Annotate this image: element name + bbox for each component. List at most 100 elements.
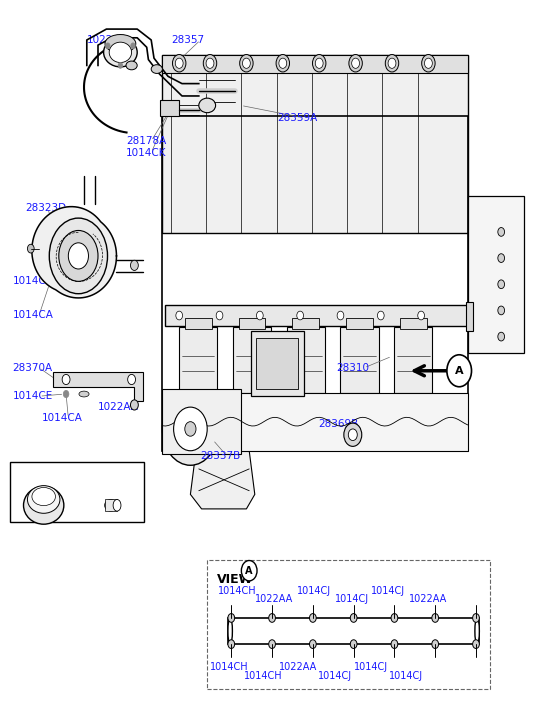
Circle shape — [216, 311, 223, 320]
Circle shape — [240, 55, 253, 72]
Text: 28161: 28161 — [83, 484, 116, 494]
Ellipse shape — [199, 98, 216, 113]
Bar — [292, 318, 319, 329]
Circle shape — [377, 311, 384, 320]
Circle shape — [297, 311, 304, 320]
Circle shape — [348, 429, 357, 441]
Circle shape — [432, 614, 438, 622]
Circle shape — [391, 614, 398, 622]
Circle shape — [228, 640, 235, 648]
Circle shape — [241, 561, 257, 581]
Bar — [160, 100, 179, 116]
Text: 1014CJ: 1014CJ — [371, 586, 405, 596]
Bar — [400, 318, 427, 329]
Ellipse shape — [113, 499, 121, 511]
Text: 1022AA: 1022AA — [255, 594, 293, 604]
Circle shape — [206, 58, 214, 68]
Circle shape — [131, 43, 136, 49]
Circle shape — [105, 43, 110, 49]
Text: 28359A: 28359A — [277, 113, 318, 123]
Circle shape — [49, 218, 108, 294]
Text: 1014CJ: 1014CJ — [354, 662, 388, 672]
Circle shape — [391, 640, 398, 648]
Circle shape — [473, 640, 479, 648]
Bar — [162, 116, 468, 451]
Ellipse shape — [104, 38, 137, 67]
Circle shape — [418, 311, 424, 320]
Text: 28358: 28358 — [21, 484, 54, 494]
Bar — [162, 393, 468, 451]
Text: 28161: 28161 — [82, 466, 115, 476]
Text: 1014CJ: 1014CJ — [318, 671, 352, 681]
Circle shape — [349, 55, 362, 72]
Ellipse shape — [228, 618, 232, 644]
Bar — [468, 196, 524, 353]
Bar — [256, 338, 298, 389]
Circle shape — [352, 58, 360, 68]
Polygon shape — [53, 372, 143, 401]
Text: A: A — [455, 366, 464, 376]
Circle shape — [130, 400, 138, 410]
Ellipse shape — [27, 486, 60, 513]
Bar — [162, 55, 468, 233]
Circle shape — [279, 58, 287, 68]
Circle shape — [27, 244, 34, 253]
Text: 28323D: 28323D — [25, 203, 66, 213]
Text: 1022AA: 1022AA — [409, 594, 447, 604]
Circle shape — [498, 306, 505, 315]
Text: 1014CE: 1014CE — [12, 391, 53, 401]
Circle shape — [228, 614, 235, 622]
Text: 1014CH: 1014CH — [210, 662, 249, 672]
Circle shape — [175, 58, 183, 68]
Circle shape — [498, 254, 505, 262]
Bar — [162, 55, 468, 73]
Circle shape — [422, 55, 435, 72]
Polygon shape — [32, 206, 116, 298]
Circle shape — [424, 58, 432, 68]
Bar — [179, 327, 217, 393]
Circle shape — [242, 58, 250, 68]
Text: 1022AA: 1022AA — [279, 662, 317, 672]
Circle shape — [256, 311, 263, 320]
Text: 28358: 28358 — [15, 466, 48, 476]
Text: A: A — [245, 566, 253, 576]
Ellipse shape — [151, 65, 162, 73]
Circle shape — [337, 311, 344, 320]
Text: 28370A: 28370A — [12, 363, 53, 373]
Circle shape — [269, 614, 276, 622]
Polygon shape — [190, 451, 255, 509]
Bar — [228, 618, 479, 644]
Bar — [340, 327, 379, 393]
Circle shape — [344, 423, 362, 446]
Text: 1014CK: 1014CK — [126, 148, 166, 158]
Circle shape — [128, 374, 136, 385]
Bar — [10, 462, 144, 522]
Text: 28357: 28357 — [171, 35, 204, 45]
Ellipse shape — [109, 42, 132, 63]
Bar — [233, 327, 271, 393]
Circle shape — [172, 55, 186, 72]
Circle shape — [447, 355, 472, 387]
Text: 1014CA: 1014CA — [42, 413, 83, 423]
Circle shape — [385, 55, 399, 72]
Circle shape — [62, 374, 70, 385]
Ellipse shape — [105, 499, 117, 511]
Circle shape — [498, 228, 505, 236]
Text: 28334B: 28334B — [305, 313, 346, 324]
Ellipse shape — [79, 391, 89, 397]
Text: 28369B: 28369B — [318, 419, 358, 429]
Text: 1014CH: 1014CH — [244, 671, 282, 681]
Bar — [239, 318, 265, 329]
Bar — [207, 560, 490, 689]
Text: 28178A: 28178A — [126, 136, 166, 146]
Text: 1014CA: 1014CA — [12, 276, 53, 286]
Text: 28337B: 28337B — [200, 451, 241, 461]
Text: 1014CJ: 1014CJ — [297, 586, 332, 596]
Circle shape — [118, 63, 123, 68]
Ellipse shape — [32, 488, 55, 506]
Bar — [185, 318, 212, 329]
Bar — [105, 499, 117, 511]
Text: 28310: 28310 — [336, 363, 369, 373]
Circle shape — [351, 640, 357, 648]
Circle shape — [498, 280, 505, 289]
